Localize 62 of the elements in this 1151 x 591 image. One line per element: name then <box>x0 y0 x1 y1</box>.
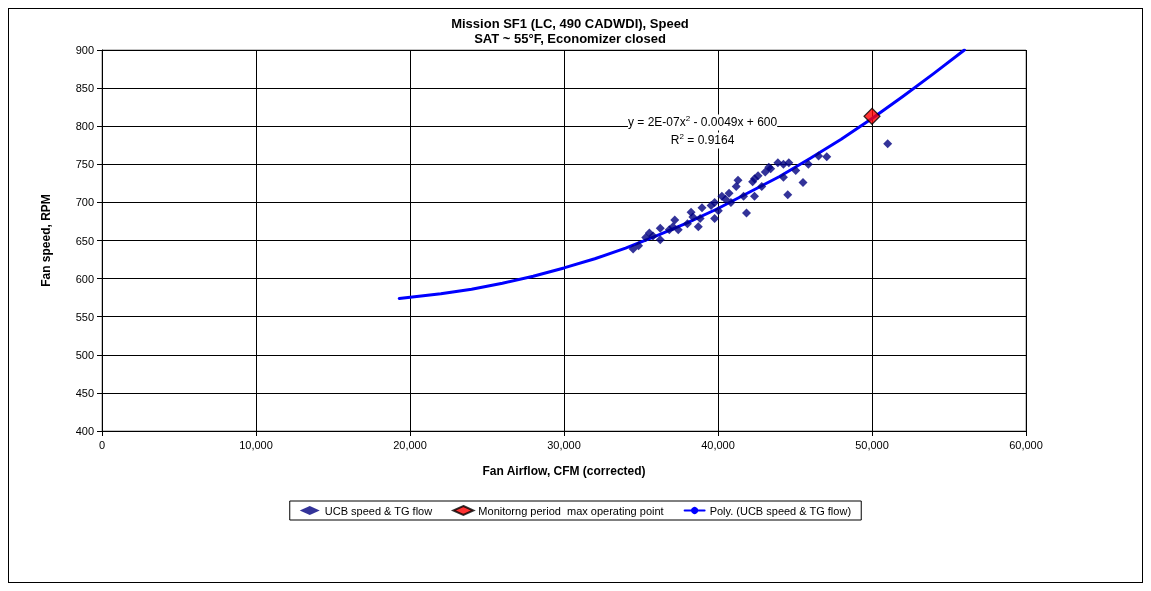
y-axis-title: Fan speed, RPM <box>39 194 53 287</box>
point <box>778 172 788 182</box>
point <box>814 151 824 161</box>
y-tick-label: 850 <box>75 82 94 95</box>
point <box>628 244 638 254</box>
point <box>757 181 767 191</box>
point <box>883 139 893 149</box>
point <box>721 194 731 204</box>
point <box>731 181 741 191</box>
x-tick-label: 10,000 <box>239 438 273 451</box>
y-tick-label: 800 <box>75 120 94 133</box>
y-tick-label: 900 <box>75 44 94 56</box>
point <box>726 197 736 207</box>
point <box>688 212 698 222</box>
x-tick-label: 50,000 <box>855 438 889 451</box>
y-tick-label: 400 <box>75 425 94 437</box>
point <box>682 219 692 229</box>
point <box>724 188 734 198</box>
x-axis-title: Fan Airflow, CFM (corrected) <box>482 464 646 478</box>
y-tick-label: 700 <box>75 196 94 209</box>
legend-label: Monitorng period max operating point <box>478 504 664 517</box>
x-tick-label: 20,000 <box>393 438 427 451</box>
point <box>641 232 651 242</box>
point <box>741 208 751 218</box>
y-tick-label: 600 <box>75 272 94 285</box>
point <box>634 241 644 251</box>
point <box>733 175 743 185</box>
point <box>710 213 720 223</box>
point <box>750 191 759 201</box>
point <box>673 225 683 235</box>
point <box>798 178 808 188</box>
x-tick-label: 60,000 <box>1009 438 1043 451</box>
point <box>706 200 716 210</box>
x-tick-label: 0 <box>98 438 106 451</box>
y-tick-label: 500 <box>75 348 94 361</box>
point <box>655 235 665 245</box>
line-series <box>397 48 966 300</box>
legend-label: UCB speed & TG flow <box>324 504 433 517</box>
y-tick-label: 450 <box>75 386 94 399</box>
chart-title: Mission SF1 (LC, 490 CADWDI), Speed <box>451 16 689 31</box>
point <box>648 231 658 241</box>
point <box>655 223 665 233</box>
point <box>739 191 749 201</box>
x-tick-label: 40,000 <box>701 438 735 451</box>
point <box>863 107 881 125</box>
point <box>668 222 678 232</box>
point <box>784 158 794 168</box>
point <box>822 152 832 162</box>
point <box>697 203 707 213</box>
legend-label: Poly. (UCB speed & TG flow) <box>709 504 852 517</box>
y-tick-label: 550 <box>75 310 94 323</box>
point <box>695 213 705 223</box>
y-tick-label: 750 <box>75 158 94 171</box>
x-tick-label: 30,000 <box>547 438 581 451</box>
point <box>713 206 723 216</box>
point <box>783 190 793 200</box>
point <box>670 215 680 225</box>
point <box>803 159 813 169</box>
point <box>693 222 703 232</box>
chart-subtitle: SAT ~ 55°F, Economizer closed <box>474 31 666 46</box>
y-tick-label: 650 <box>75 234 94 247</box>
point <box>791 165 801 175</box>
